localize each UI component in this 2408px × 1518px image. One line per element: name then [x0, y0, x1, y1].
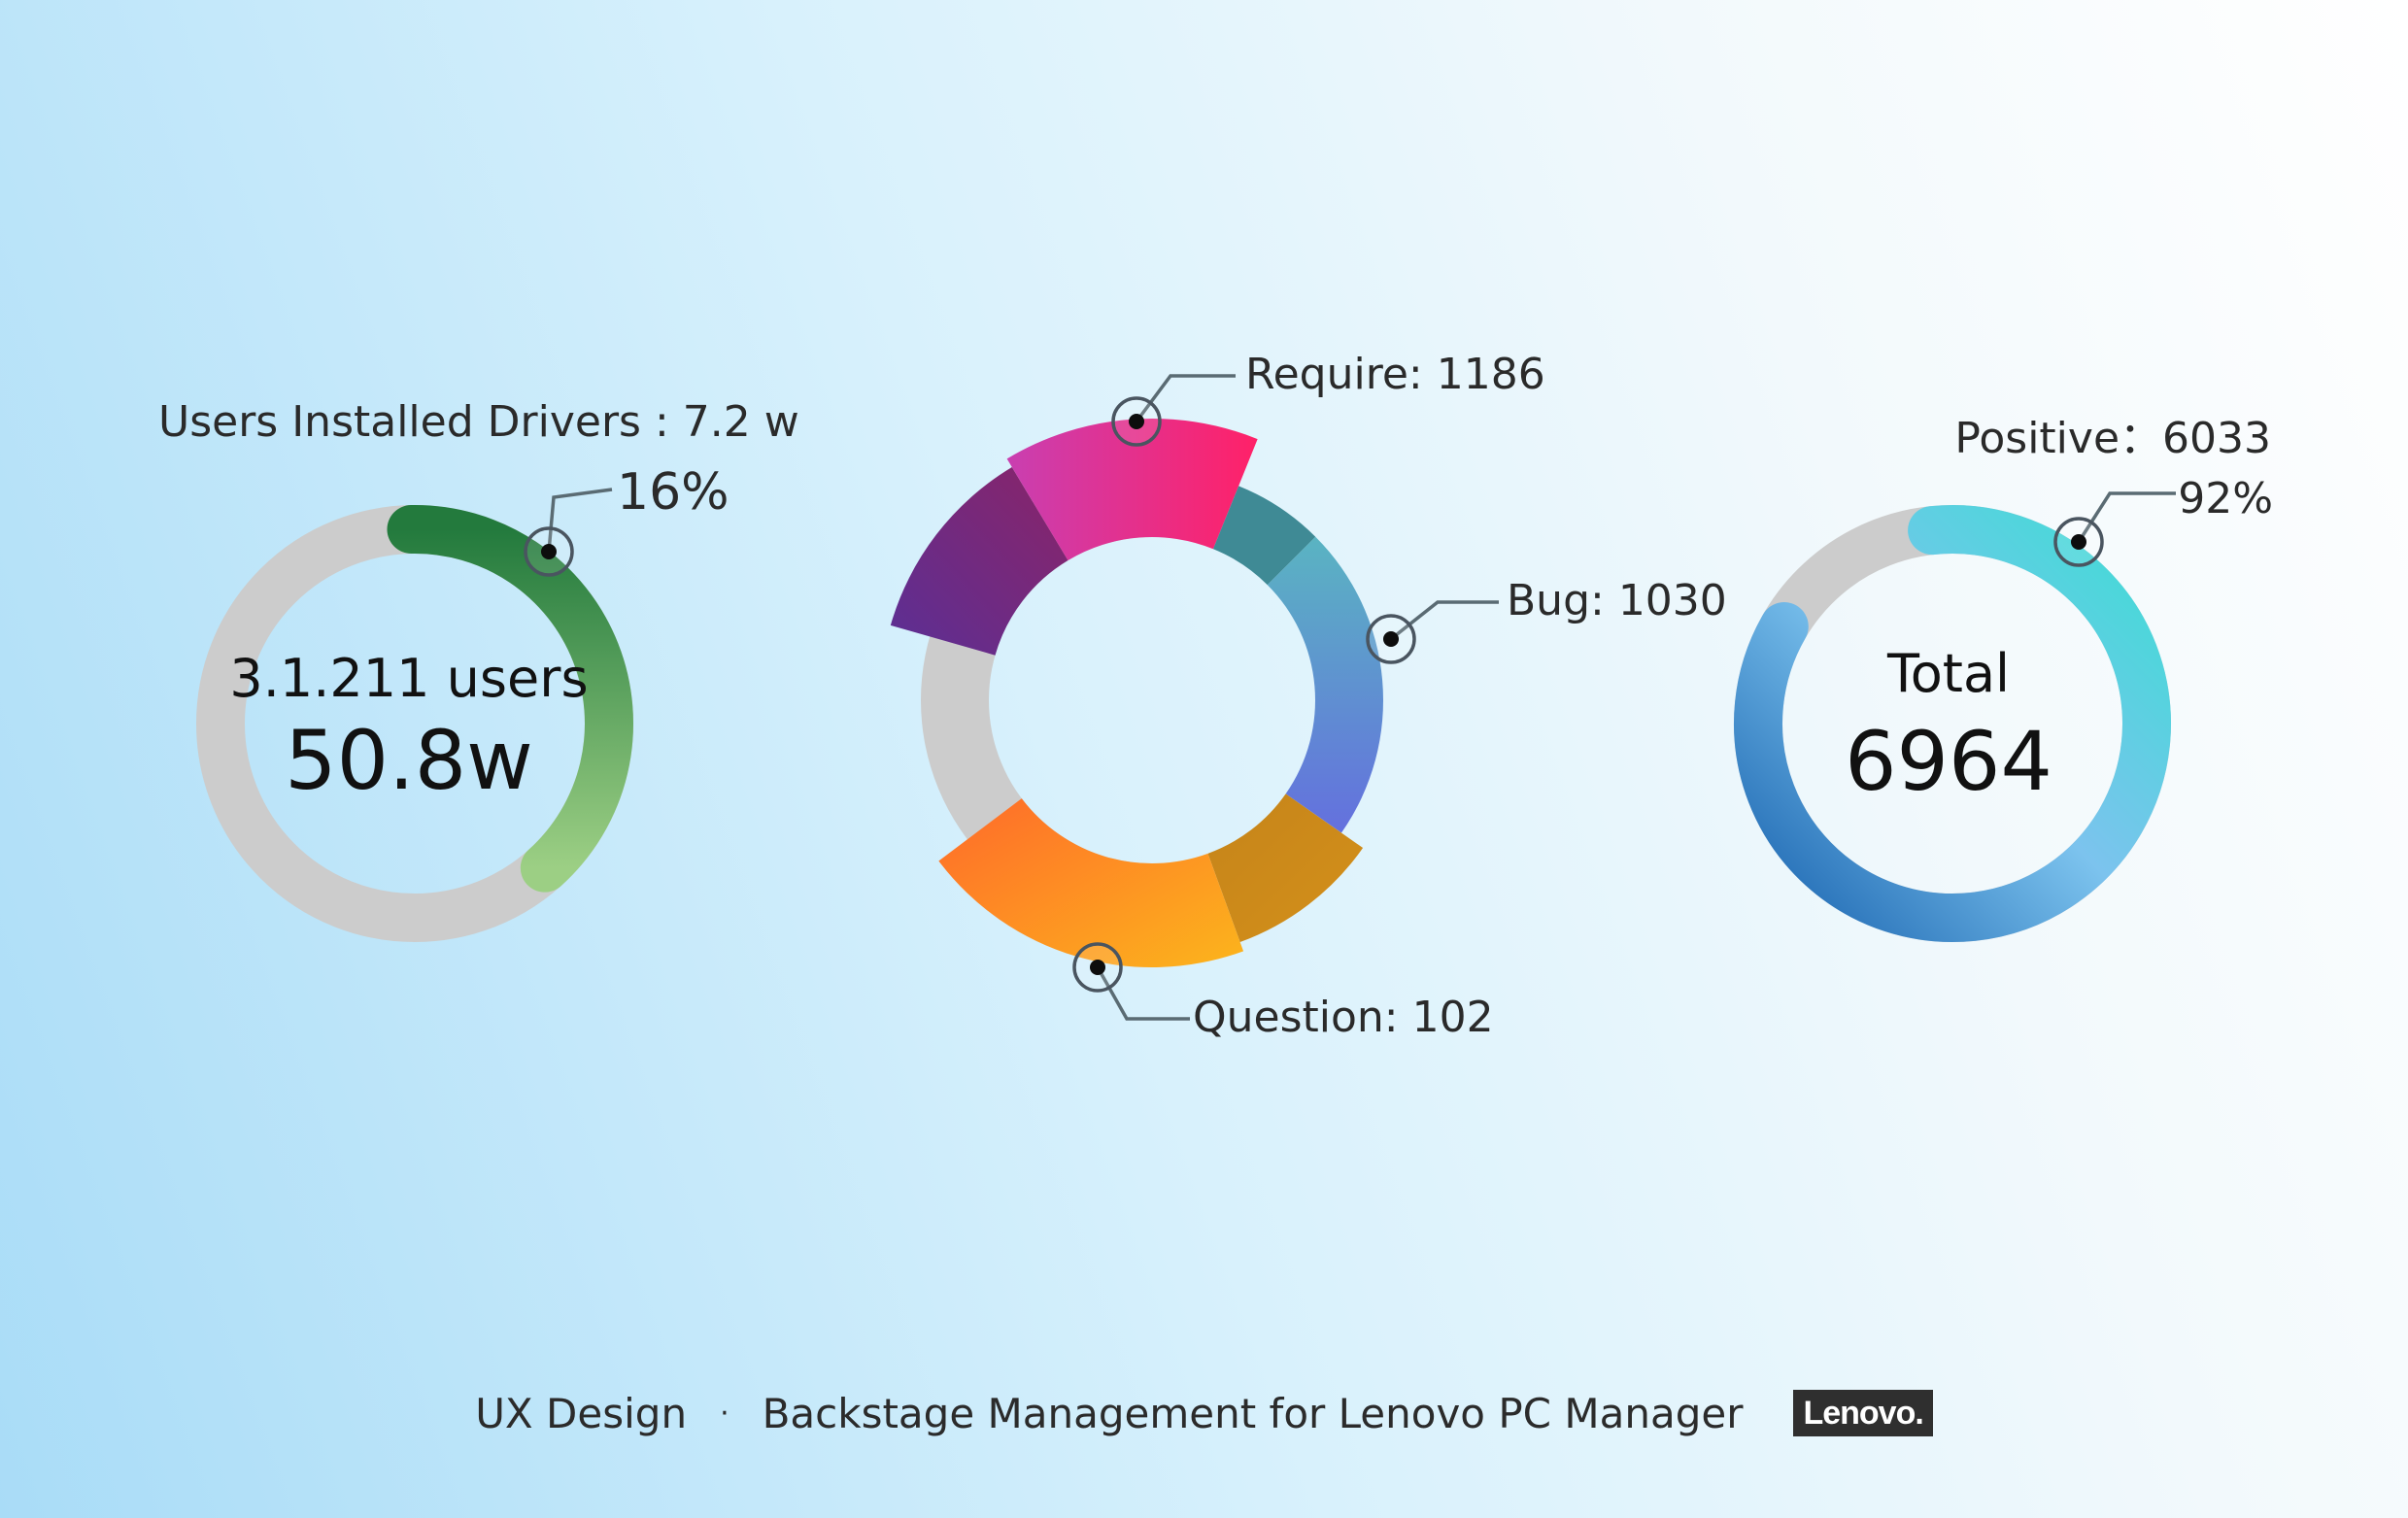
drivers-gauge-percent: 16%	[617, 463, 729, 522]
donut-purple-segment	[890, 466, 1068, 656]
bug-marker	[1366, 614, 1416, 664]
feedback-donut: Require: 1186 Bug: 1030 Question: 102	[890, 350, 1727, 1042]
donut-slice-require	[1006, 419, 1258, 560]
drivers-gauge-marker	[524, 526, 574, 577]
drivers-gauge-label: Users Installed Drivers : 7.2 w	[158, 397, 799, 447]
drivers-gauge-leader-line	[547, 488, 613, 553]
lenovo-logo: Lenovo.	[1793, 1390, 1933, 1436]
require-leader-line	[1135, 374, 1236, 423]
positive-gauge-percent: 92%	[2178, 474, 2273, 523]
bug-label: Bug: 1030	[1507, 576, 1727, 625]
positive-gauge-label: Positive：6033	[1954, 414, 2271, 463]
positive-gauge-total: 6964	[1845, 714, 2052, 809]
require-label: Require: 1186	[1245, 350, 1545, 399]
footer-project-title: Backstage Management for Lenovo PC Manag…	[762, 1389, 1744, 1437]
positive-gauge-title: Total	[1886, 643, 2010, 704]
drivers-gauge: Users Installed Drivers : 7.2 w 16% 3.1.…	[158, 397, 799, 942]
drivers-gauge-value: 50.8w	[285, 713, 533, 808]
question-marker	[1072, 942, 1123, 993]
drivers-gauge-progress-arc	[387, 505, 633, 893]
footer-ux-design: UX Design	[475, 1389, 688, 1437]
question-label: Question: 102	[1193, 993, 1494, 1042]
positive-gauge-marker	[2053, 517, 2104, 567]
drivers-gauge-users-count: 3.1.211 users	[229, 648, 588, 709]
require-marker	[1111, 396, 1162, 447]
positive-gauge: Positive：6033 92% Total 6964	[1734, 414, 2273, 942]
positive-gauge-leader-line	[2077, 491, 2176, 543]
footer: UX Design · Backstage Management for Len…	[0, 1379, 2408, 1447]
question-leader-line	[1096, 966, 1190, 1021]
bug-leader-line	[1389, 600, 1499, 641]
donut-slice-bug	[1267, 536, 1383, 833]
donut-slice-question	[938, 798, 1244, 967]
footer-separator: ·	[720, 1396, 729, 1431]
donut-gold-segment	[1207, 793, 1364, 943]
positive-gauge-progress-arc	[1734, 505, 2171, 942]
donut-teal-segment	[1212, 486, 1316, 586]
